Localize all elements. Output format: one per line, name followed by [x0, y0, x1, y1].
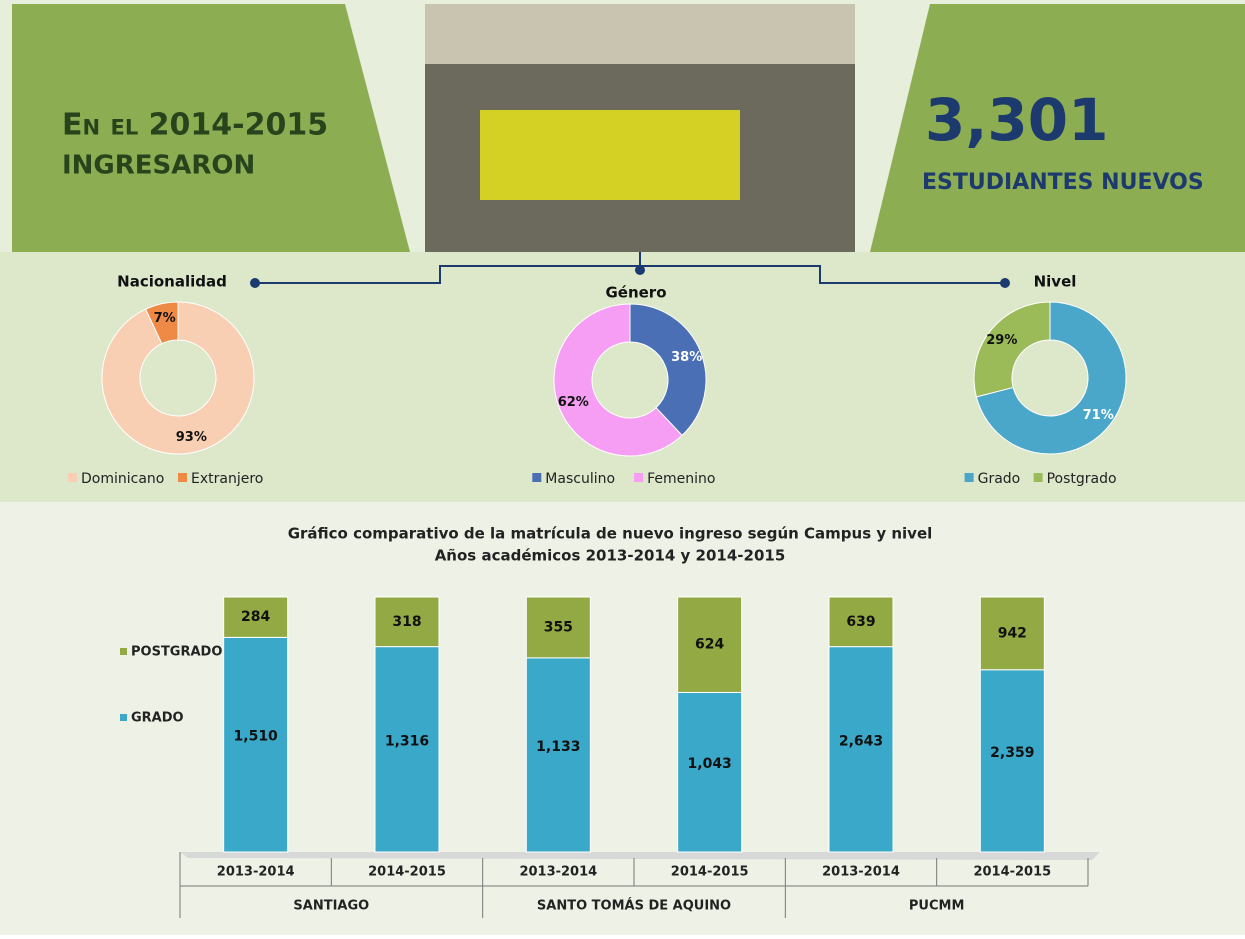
legend-swatch: [965, 473, 974, 482]
photo-bags: [480, 110, 740, 200]
data-label: 942: [998, 625, 1027, 641]
data-label: 1,043: [688, 756, 732, 772]
data-label: 29%: [986, 333, 1017, 348]
legend-swatch: [1034, 473, 1043, 482]
x-tick-label: 2014-2015: [671, 865, 749, 880]
legend-label: POSTGRADO: [131, 645, 222, 660]
data-label: 318: [392, 614, 421, 630]
chart-title: Género: [605, 284, 666, 302]
legend-swatch: [120, 714, 127, 721]
bottom-band: [0, 502, 1245, 935]
data-label: 7%: [154, 311, 176, 326]
group-label: PUCMM: [909, 899, 965, 914]
data-label: 38%: [671, 350, 702, 365]
legend-label: Masculino: [545, 471, 615, 487]
data-label: 284: [241, 609, 270, 625]
connector-dot: [250, 278, 260, 288]
chart-title: Nacionalidad: [117, 273, 227, 291]
data-label: 1,133: [536, 739, 580, 755]
chart-title: Gráfico comparativo de la matrícula de n…: [288, 525, 933, 543]
legend-label: GRADO: [131, 711, 184, 726]
chart-subtitle: Años académicos 2013-2014 y 2014-2015: [435, 547, 786, 565]
data-label: 1,510: [234, 729, 279, 745]
infographic: En el 2014-2015 INGRESARON 3,301 ESTUDIA…: [0, 0, 1245, 935]
group-label: SANTIAGO: [293, 899, 369, 914]
data-label: 355: [544, 619, 573, 635]
group-label: SANTO TOMÁS DE AQUINO: [537, 898, 731, 914]
legend-swatch: [634, 473, 643, 482]
x-tick-label: 2014-2015: [368, 865, 446, 880]
header-line: ESTUDIANTES NUEVOS: [922, 170, 1204, 195]
legend-label: Extranjero: [191, 471, 263, 487]
data-label: 2,643: [839, 733, 883, 749]
photo-roof: [425, 4, 855, 64]
data-label: 624: [695, 637, 724, 653]
data-label: 62%: [558, 395, 589, 410]
data-label: 1,316: [385, 733, 429, 749]
connector-dot: [1000, 278, 1010, 288]
data-label: 639: [846, 614, 875, 630]
x-tick-label: 2013-2014: [217, 865, 295, 880]
data-label: 93%: [176, 430, 207, 445]
data-label: 71%: [1083, 408, 1114, 423]
x-tick-label: 2013-2014: [822, 865, 900, 880]
x-tick-label: 2014-2015: [973, 865, 1051, 880]
legend-label: Grado: [978, 471, 1021, 487]
header-line: En el 2014-2015: [62, 108, 328, 143]
legend-swatch: [178, 473, 187, 482]
header-line: INGRESARON: [62, 151, 255, 181]
chart-title: Nivel: [1034, 273, 1077, 291]
data-label: 2,359: [990, 745, 1034, 761]
header-number: 3,301: [925, 86, 1108, 154]
legend-label: Dominicano: [81, 471, 164, 487]
legend-swatch: [120, 648, 127, 655]
x-tick-label: 2013-2014: [519, 865, 597, 880]
legend-label: Postgrado: [1047, 471, 1117, 487]
connector-dot: [635, 265, 645, 275]
legend-swatch: [532, 473, 541, 482]
legend-label: Femenino: [647, 471, 715, 487]
legend-swatch: [68, 473, 77, 482]
